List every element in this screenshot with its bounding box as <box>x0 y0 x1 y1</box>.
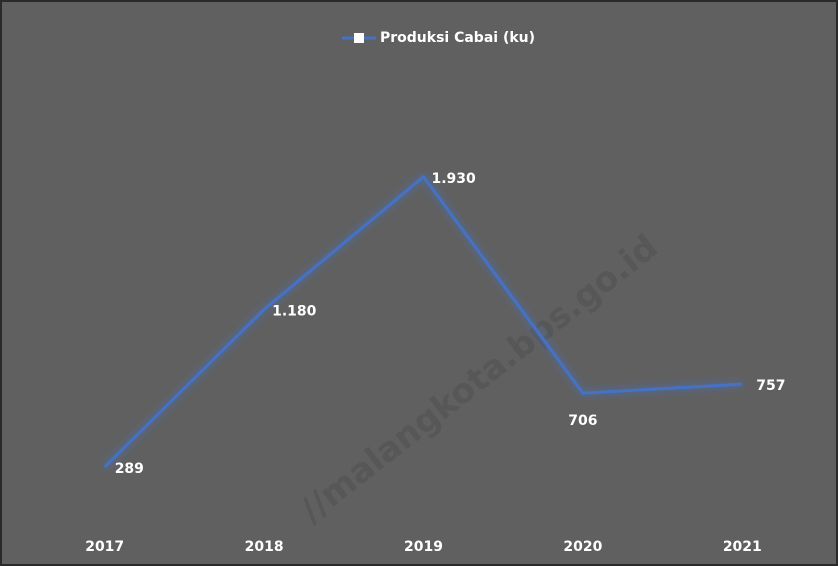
data-label: 289 <box>115 461 144 477</box>
legend-marker <box>354 33 364 43</box>
x-tick-label: 2019 <box>404 539 443 555</box>
data-label: 757 <box>756 378 785 394</box>
data-label: 706 <box>568 413 597 429</box>
x-tick-label: 2017 <box>85 539 124 555</box>
legend-label: Produksi Cabai (ku) <box>380 30 535 46</box>
line <box>103 175 743 468</box>
x-tick-label: 2021 <box>723 539 762 555</box>
data-label: 1.930 <box>432 171 477 187</box>
x-tick-label: 2018 <box>245 539 284 555</box>
x-tick-label: 2020 <box>563 539 602 555</box>
data-label: 1.180 <box>272 303 317 319</box>
